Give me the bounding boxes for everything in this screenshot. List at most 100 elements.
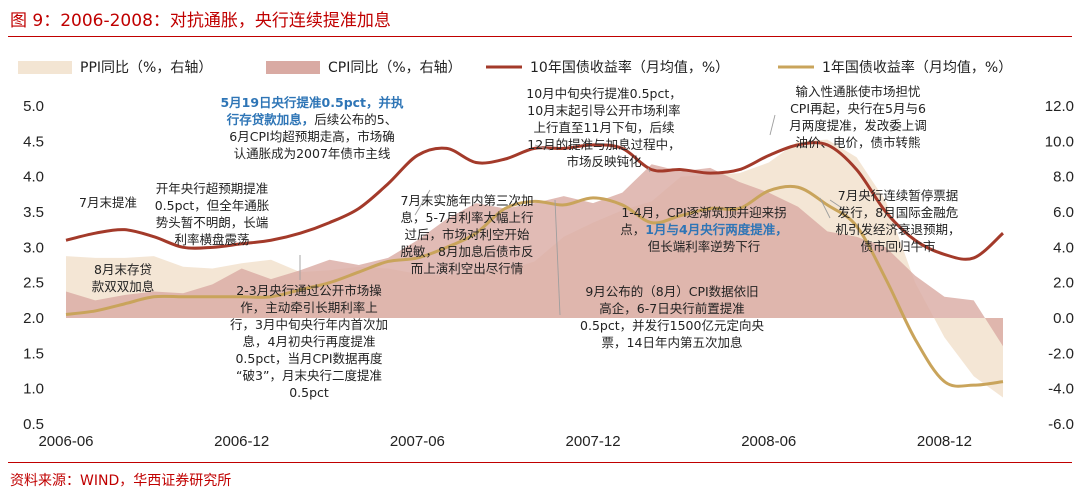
figure-title: 图 9：2006-2008：对抗通胀，央行连续提准加息 xyxy=(10,11,391,31)
legend: PPI同比（%，右轴） CPI同比（%，右轴） 10年国债收益率（月均值，%） 1年国… xyxy=(18,59,1012,76)
leader-line xyxy=(414,189,431,216)
x-tick-label: 2008-12 xyxy=(917,433,972,450)
annotation-line: 但长端利率逆势下行 xyxy=(648,239,761,254)
annotation-a8: 9月公布的（8月）CPI数据依旧高企，6-7日央行前置提准 0.5pct，并发行1… xyxy=(580,284,764,350)
annotation-line: 行存贷款加息， xyxy=(226,112,315,127)
annotation-line: 开年央行超预期提准 xyxy=(156,181,269,196)
legend-cpi-swatch xyxy=(266,61,320,74)
annotation-line: 1-4月，CPI逐渐筑顶并迎来拐 xyxy=(621,205,786,220)
y-left-tick-label: 4.5 xyxy=(23,133,44,150)
annotation-line: 市场反映钝化 xyxy=(566,154,642,169)
annotation-line: 10月末起引导公开市场利率 xyxy=(527,103,680,118)
annotation-line: 6月CPI均超预期走高，市场确 xyxy=(229,129,394,144)
annotation-line: 息，5-7月利率大幅上行 xyxy=(401,210,534,225)
legend-yield-1y-label: 1年国债收益率（月均值，%） xyxy=(822,59,1012,76)
axes-group: 5.0 4.5 4.0 3.5 3.0 2.5 2.0 1.5 1.0 0.5 12.0 10.0 8.… xyxy=(23,98,1074,450)
annotation-line: 输入性通胀使市场担忧 xyxy=(795,84,920,99)
annotation-line: 款双双加息 xyxy=(92,279,155,294)
annotation-line: 2-3月央行通过公开市场操 xyxy=(236,283,382,298)
y-right-tick-label: 4.0 xyxy=(1053,239,1074,256)
cpi-area xyxy=(66,164,1003,347)
y-left-tick-label: 2.0 xyxy=(23,310,44,327)
legend-ppi-swatch xyxy=(18,61,72,74)
annotation-line: 0.5pct xyxy=(289,385,329,400)
annotation-a9: 1-4月，CPI逐渐筑顶并迎来拐点，1月与4月央行两度提准， 但长端利率逆势下行 xyxy=(620,205,787,254)
leader-line xyxy=(647,167,651,173)
annotation-a1: 7月末提准 xyxy=(79,195,137,210)
annotation-a10: 输入性通胀使市场担忧 CPI再起，央行在5月与6 月两度提准，发改委上调油价、电价，… xyxy=(789,84,927,150)
leader-line xyxy=(769,114,776,136)
y-right-tick-label: -6.0 xyxy=(1048,416,1074,433)
y-right-tick-label: 10.0 xyxy=(1045,133,1074,150)
annotation-line: 点， xyxy=(620,222,645,237)
annotation-line: 7月末实施年内第三次加 xyxy=(401,193,534,208)
annotation-line-highlight: 1月与4月央行两度提准， xyxy=(645,222,787,237)
y-left-tick-label: 3.5 xyxy=(23,204,44,221)
annotation-line: 债市回归牛市 xyxy=(860,239,935,254)
annotation-leader-lines xyxy=(299,114,846,316)
line-series-group xyxy=(65,141,1005,388)
y-left-tick-label: 2.5 xyxy=(23,275,44,292)
leader-line xyxy=(829,199,846,211)
annotation-line: 8月末存贷 xyxy=(94,262,152,277)
annotation-a5: 2-3月央行通过公开市场操作，主动牵引长期利率上行，3月中旬央行年内首次加息，4… xyxy=(230,283,388,400)
annotation-line: 机引发经济衰退预期， xyxy=(835,222,960,237)
annotation-line: 上行直至11月下旬，后续 xyxy=(534,120,675,135)
y-right-tick-label: 2.0 xyxy=(1053,275,1074,292)
annotation-line: 月两度提准，发改委上调 xyxy=(789,118,927,133)
annotation-line: 过后，市场对利空开始 xyxy=(404,227,530,242)
y-right-tick-label: -2.0 xyxy=(1048,345,1074,362)
y-right-tick-label: 8.0 xyxy=(1053,169,1074,186)
y-right-tick-label: 12.0 xyxy=(1045,98,1074,115)
annotation-line: 脱敏，8月加息后债市反 xyxy=(401,244,534,259)
legend-cpi-label: CPI同比（%，右轴） xyxy=(328,60,462,76)
area-series-group xyxy=(66,139,1003,398)
legend-ppi-label: PPI同比（%，右轴） xyxy=(80,60,212,76)
annotation-a3: 开年央行超预期提准 0.5pct，但全年通胀势头暂不明朗，长端利率横盘震荡 xyxy=(155,181,270,247)
annotation-line-rest: 后续公布的5、 xyxy=(314,112,397,127)
annotation-line: 0.5pct，当月CPI数据再度 xyxy=(235,351,383,366)
annotation-line: 9月公布的（8月）CPI数据依旧 xyxy=(585,284,758,299)
annotation-line: 认通胀成为2007年债市主线 xyxy=(234,146,391,161)
annotation-line: 0.5pct，并发行1500亿元定向央 xyxy=(580,318,764,333)
annotation-line: 发行，8月国际金融危 xyxy=(838,205,958,220)
x-tick-label: 2006-06 xyxy=(38,433,93,450)
x-tick-label: 2007-12 xyxy=(566,433,621,450)
annotation-line: 而上演利空出尽行情 xyxy=(411,261,524,276)
annotation-line: 0.5pct，但全年通胀 xyxy=(155,198,270,213)
source-divider xyxy=(8,462,1072,463)
annotation-line: 势头暂不明朗，长端 xyxy=(156,215,269,230)
annotation-line: 12月的提准与加息过程中， xyxy=(527,137,680,152)
annotation-line: 10月中旬央行提准0.5pct， xyxy=(526,86,682,101)
annotation-a6: 7月末实施年内第三次加息，5-7月利率大幅上行过后，市场对利空开始脱敏，8月加息… xyxy=(401,193,534,276)
annotation-line: 行，3月中旬央行年内首次加 xyxy=(230,317,388,332)
y-left-tick-label: 1.0 xyxy=(23,381,44,398)
y-left-tick-label: 4.0 xyxy=(23,169,44,186)
leader-line xyxy=(554,199,561,316)
x-tick-label: 2006-12 xyxy=(214,433,269,450)
yield-1y-line xyxy=(65,184,1004,388)
y-right-tick-label: 0.0 xyxy=(1053,310,1074,327)
x-tick-label: 2008-06 xyxy=(741,433,796,450)
annotation-line: 7月末提准 xyxy=(79,195,137,210)
x-tick-label: 2007-06 xyxy=(390,433,445,450)
annotation-a4: 5月19日央行提准0.5pct，并执行存贷款加息，后续公布的5、 6月CPI均超预… xyxy=(220,95,404,161)
leader-line xyxy=(534,144,551,151)
y-right-tick-label: 6.0 xyxy=(1053,204,1074,221)
annotation-line: 油价、电价，债市转熊 xyxy=(795,135,920,150)
annotation-line: CPI再起，央行在5月与6 xyxy=(790,101,926,116)
annotation-line: 高企，6-7日央行前置提准 xyxy=(599,301,744,316)
annotation-line: 5月19日央行提准0.5pct，并执 xyxy=(220,95,404,110)
title-divider xyxy=(8,36,1072,37)
annotation-line: 利率横盘震荡 xyxy=(174,232,249,247)
annotation-group: 7月末提准 8月末存贷款双双加息 开年央行超预期提准 0.5pct，但全年通胀势头暂不… xyxy=(79,84,960,400)
y-right-tick-label: -4.0 xyxy=(1048,381,1074,398)
annotation-line: 作，主动牵引长期利率上 xyxy=(240,300,378,315)
annotation-a7: 10月中旬央行提准0.5pct， 10月末起引导公开市场利率上行直至11月下旬，后… xyxy=(526,86,682,169)
y-left-tick-label: 1.5 xyxy=(23,345,44,362)
annotation-line: 票，14日年内第五次加息 xyxy=(602,335,743,350)
source-note: 资料来源：WIND，华西证券研究所 xyxy=(10,473,232,489)
y-left-tick-label: 0.5 xyxy=(23,416,44,433)
annotation-line: 7月央行连续暂停票据 xyxy=(838,188,958,203)
